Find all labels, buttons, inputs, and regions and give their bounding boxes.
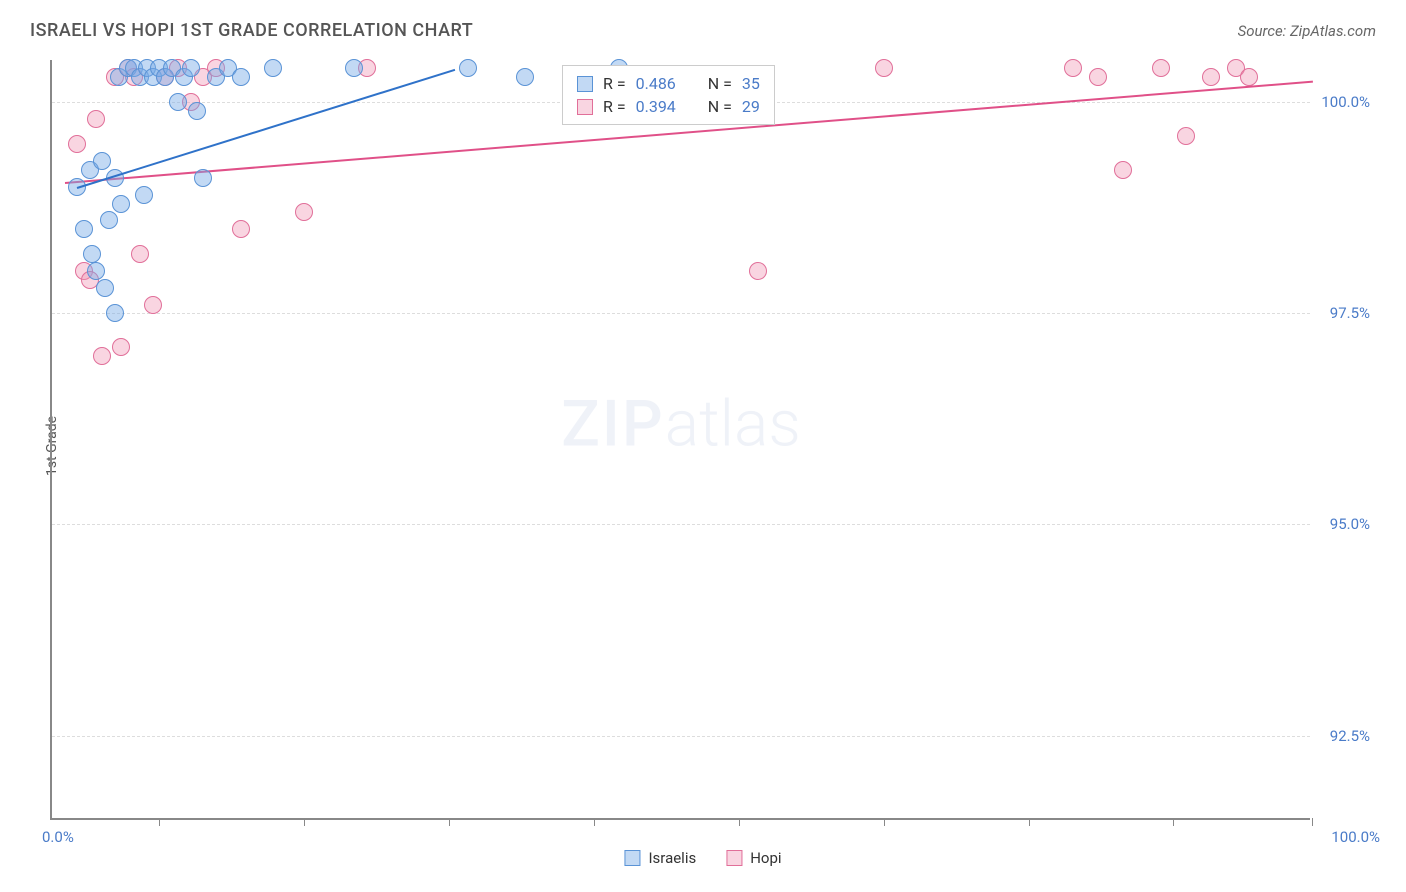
x-tick — [1173, 818, 1174, 826]
scatter-point-hopi — [1240, 68, 1258, 86]
y-tick-label: 97.5% — [1330, 304, 1370, 322]
watermark: ZIPatlas — [561, 386, 801, 461]
scatter-point-israelis — [112, 195, 130, 213]
x-tick — [884, 818, 885, 826]
scatter-point-israelis — [106, 304, 124, 322]
scatter-point-hopi — [93, 347, 111, 365]
scatter-point-israelis — [459, 59, 477, 77]
scatter-point-hopi — [749, 262, 767, 280]
scatter-point-israelis — [135, 186, 153, 204]
scatter-point-hopi — [131, 245, 149, 263]
gridline — [52, 736, 1310, 737]
scatter-point-israelis — [96, 279, 114, 297]
x-tick — [1029, 818, 1030, 826]
scatter-point-hopi — [87, 110, 105, 128]
scatter-point-hopi — [1089, 68, 1107, 86]
stats-box: R = 0.486 N = 35R = 0.394 N = 29 — [562, 65, 775, 125]
plot-region: ZIPatlas 100.0%97.5%95.0%92.5%0.0%100.0%… — [50, 60, 1310, 820]
legend-swatch-hopi — [726, 850, 742, 866]
scatter-point-israelis — [345, 59, 363, 77]
scatter-point-hopi — [112, 338, 130, 356]
x-label-max: 100.0% — [1331, 828, 1380, 846]
scatter-point-israelis — [188, 102, 206, 120]
scatter-point-hopi — [232, 220, 250, 238]
scatter-point-israelis — [194, 169, 212, 187]
stats-row-israelis: R = 0.486 N = 35 — [577, 72, 760, 95]
legend-swatch-israelis — [624, 850, 640, 866]
x-tick — [159, 818, 160, 826]
scatter-point-hopi — [295, 203, 313, 221]
scatter-point-hopi — [68, 135, 86, 153]
legend-item-israelis: Israelis — [624, 849, 696, 867]
x-tick — [304, 818, 305, 826]
scatter-point-israelis — [232, 68, 250, 86]
chart-header: ISRAELI VS HOPI 1ST GRADE CORRELATION CH… — [0, 0, 1406, 51]
trendline-israelis — [77, 68, 456, 188]
x-tick — [449, 818, 450, 826]
gridline — [52, 313, 1310, 314]
y-tick-label: 100.0% — [1321, 93, 1370, 111]
scatter-point-israelis — [83, 245, 101, 263]
scatter-point-hopi — [1152, 59, 1170, 77]
stats-swatch-israelis — [577, 76, 593, 92]
scatter-point-hopi — [144, 296, 162, 314]
y-tick-label: 92.5% — [1330, 727, 1370, 745]
scatter-point-israelis — [93, 152, 111, 170]
scatter-point-hopi — [1064, 59, 1082, 77]
scatter-point-hopi — [875, 59, 893, 77]
x-label-min: 0.0% — [42, 828, 74, 846]
chart-legend: Israelis Hopi — [624, 849, 781, 867]
gridline — [52, 524, 1310, 525]
y-tick-label: 95.0% — [1330, 515, 1370, 533]
chart-area: 1st Grade ZIPatlas 100.0%97.5%95.0%92.5%… — [50, 60, 1376, 832]
stats-row-hopi: R = 0.394 N = 29 — [577, 95, 760, 118]
scatter-point-israelis — [264, 59, 282, 77]
scatter-point-hopi — [1114, 161, 1132, 179]
scatter-point-israelis — [100, 211, 118, 229]
stats-swatch-hopi — [577, 99, 593, 115]
legend-label-israelis: Israelis — [648, 849, 696, 867]
x-tick — [594, 818, 595, 826]
x-tick — [739, 818, 740, 826]
scatter-point-hopi — [1202, 68, 1220, 86]
scatter-point-israelis — [182, 59, 200, 77]
scatter-point-israelis — [75, 220, 93, 238]
scatter-point-israelis — [516, 68, 534, 86]
scatter-point-israelis — [169, 93, 187, 111]
scatter-point-hopi — [1177, 127, 1195, 145]
legend-label-hopi: Hopi — [750, 849, 781, 867]
chart-source: Source: ZipAtlas.com — [1238, 22, 1376, 40]
legend-item-hopi: Hopi — [726, 849, 781, 867]
x-tick — [1312, 818, 1313, 826]
scatter-point-israelis — [87, 262, 105, 280]
chart-title: ISRAELI VS HOPI 1ST GRADE CORRELATION CH… — [30, 20, 473, 41]
